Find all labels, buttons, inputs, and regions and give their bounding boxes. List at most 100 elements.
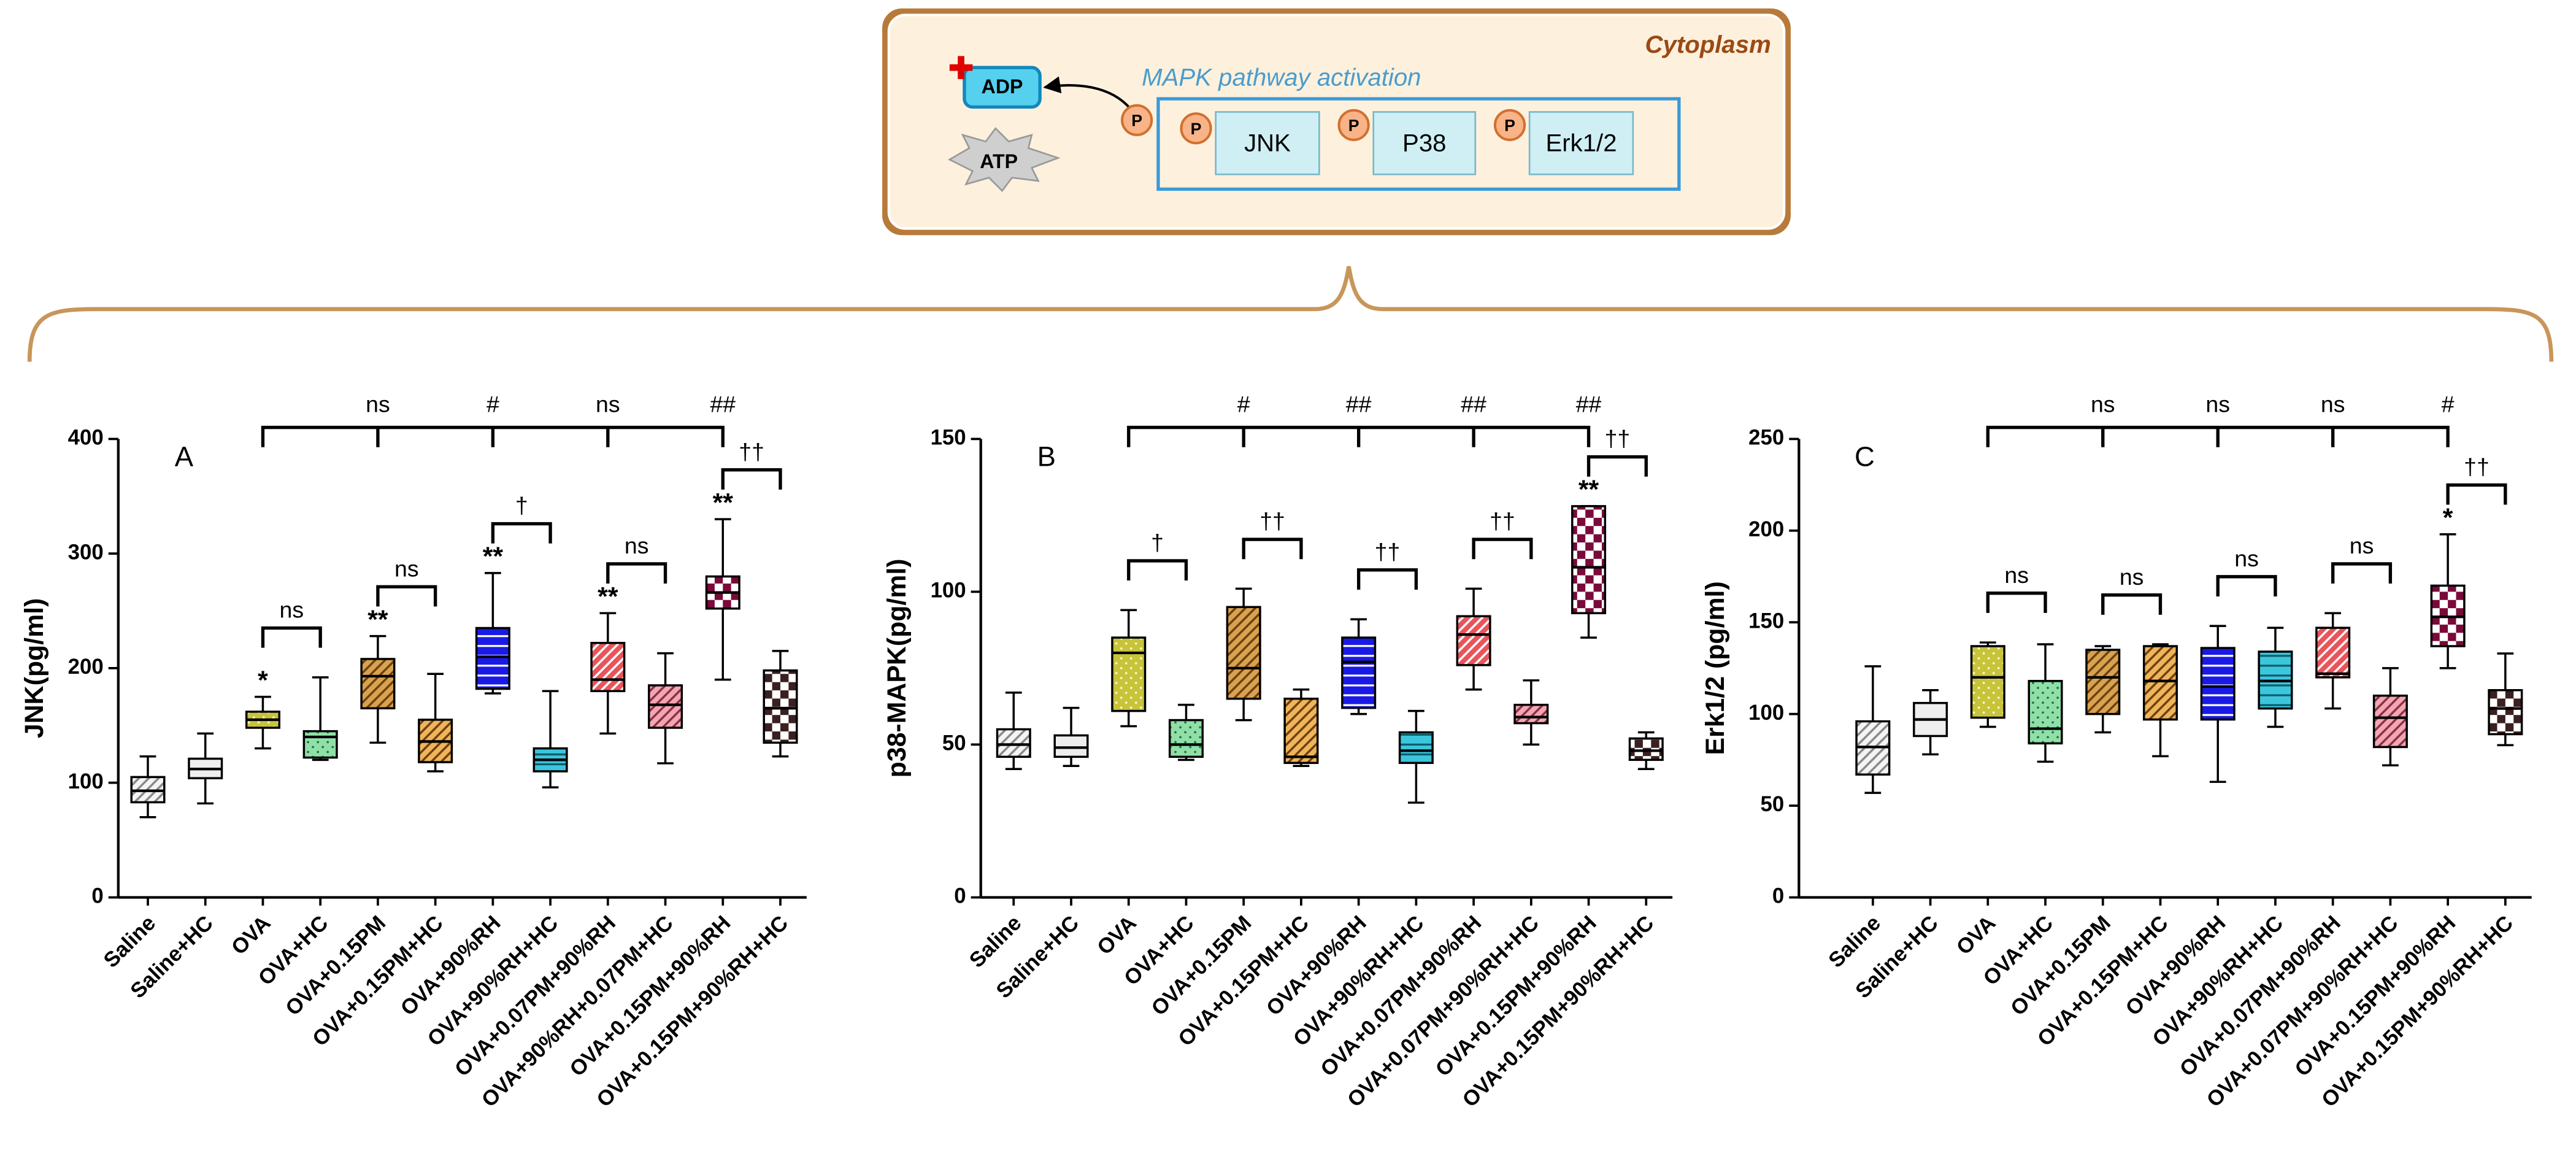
group-label: ns xyxy=(596,391,620,417)
group-label: # xyxy=(2442,391,2455,417)
pair-label: †† xyxy=(1259,508,1285,534)
pair-label: † xyxy=(515,493,528,519)
box xyxy=(2142,645,2178,721)
y-tick-label: 100 xyxy=(68,769,104,793)
group-label: # xyxy=(1237,391,1250,417)
pair-bracket xyxy=(1127,559,1188,581)
pair-label: †† xyxy=(1605,426,1631,452)
box xyxy=(1628,737,1664,761)
y-tick-label: 50 xyxy=(942,731,966,755)
atp-label: ATP xyxy=(980,150,1018,172)
box xyxy=(1226,606,1261,700)
location-label: Cytoplasm xyxy=(1645,31,1771,58)
group-label: ## xyxy=(1461,391,1486,417)
significance-star: * xyxy=(258,666,268,695)
pair-bracket xyxy=(2446,483,2507,505)
box xyxy=(1513,703,1549,725)
pair-bracket xyxy=(1356,568,1418,590)
pair-label: †† xyxy=(1375,539,1401,565)
box xyxy=(360,658,396,710)
y-tick-label: 0 xyxy=(1772,884,1784,908)
group-bracket xyxy=(1986,425,2450,447)
pair-label: ns xyxy=(2004,562,2029,588)
y-tick-label: 100 xyxy=(931,579,966,603)
pair-bracket xyxy=(1586,455,1648,477)
phospho-circle xyxy=(1121,104,1153,136)
box xyxy=(2028,680,2063,745)
pathway-diagram: Cytoplasm ADP ATP MAPK pathway activatio… xyxy=(882,8,1791,236)
group-bracket xyxy=(261,425,725,447)
pair-label: ns xyxy=(280,597,304,623)
group-label: ## xyxy=(710,391,736,417)
phospho-label: P xyxy=(1348,117,1359,135)
box xyxy=(302,730,338,759)
group-label: # xyxy=(486,391,499,417)
mapk-box xyxy=(1156,97,1681,191)
pair-label: †† xyxy=(739,439,764,465)
pair-bracket xyxy=(1472,538,1533,560)
kinase-label: JNK xyxy=(1244,129,1291,157)
box xyxy=(1571,505,1607,614)
group-label: ns xyxy=(2091,391,2115,417)
x-tick-label: OVA+0.15PM xyxy=(1147,911,1256,1020)
pair-bracket xyxy=(2331,562,2393,584)
pair-label: †† xyxy=(1490,508,1515,534)
significance-star: * xyxy=(2443,503,2453,533)
pair-label: †† xyxy=(2464,454,2489,480)
group-label: ## xyxy=(1576,391,1602,417)
y-tick-label: 200 xyxy=(68,655,104,679)
group-label: ## xyxy=(1346,391,1372,417)
group-label: ns xyxy=(2205,391,2230,417)
y-tick-label: 150 xyxy=(931,426,966,450)
adp-box xyxy=(963,66,1042,109)
diagram-title: MAPK pathway activation xyxy=(1142,63,1421,91)
y-axis-label: JNK(pg/ml) xyxy=(20,598,49,738)
x-tick-label: OVA xyxy=(227,911,275,960)
y-tick-label: 150 xyxy=(1748,609,1784,633)
phospho-label: P xyxy=(1131,112,1142,130)
box xyxy=(1341,636,1377,709)
x-tick-label: OVA+0.15PM xyxy=(281,911,390,1020)
atp-burst xyxy=(948,127,1061,192)
group-label: ns xyxy=(366,391,390,417)
y-tick-label: 50 xyxy=(1761,792,1785,816)
box xyxy=(1283,697,1319,765)
kinase-label: Erk1/2 xyxy=(1545,129,1617,157)
x-tick-label: OVA+90%RH xyxy=(396,911,505,1020)
box xyxy=(1398,731,1434,765)
pair-label: ns xyxy=(394,555,419,581)
y-tick-label: 0 xyxy=(91,884,103,908)
phospho-label: P xyxy=(1504,117,1515,135)
significance-star: ** xyxy=(1578,475,1599,504)
pair-bracket xyxy=(1242,538,1303,560)
x-tick-label: OVA+0.15PM xyxy=(2006,911,2115,1020)
panel-label: A xyxy=(175,441,194,472)
y-tick-label: 250 xyxy=(1748,426,1784,450)
brace xyxy=(27,266,2554,362)
pair-bracket xyxy=(491,522,552,544)
phospho-circle xyxy=(1337,109,1370,141)
y-tick-label: 400 xyxy=(68,426,104,450)
pair-label: ns xyxy=(625,533,649,558)
pair-bracket xyxy=(606,562,667,584)
box xyxy=(763,669,798,744)
box xyxy=(1970,645,2005,719)
box xyxy=(2315,626,2351,679)
phospho-circle xyxy=(1180,112,1212,145)
adp-label: ADP xyxy=(982,75,1023,98)
y-tick-label: 100 xyxy=(1748,701,1784,725)
y-axis-label: Erk1/2 (pg/ml) xyxy=(1701,581,1730,755)
x-tick-label: OVA+90%RH xyxy=(1262,911,1371,1020)
box xyxy=(2372,694,2408,749)
box xyxy=(1111,636,1147,712)
plus-sign xyxy=(949,56,973,79)
significance-star: ** xyxy=(483,542,504,571)
arrow xyxy=(1043,76,1131,110)
pair-bracket xyxy=(2216,575,2277,596)
box xyxy=(1168,719,1204,758)
pair-bracket xyxy=(721,468,782,490)
box xyxy=(2200,647,2236,721)
significance-star: ** xyxy=(367,605,388,634)
